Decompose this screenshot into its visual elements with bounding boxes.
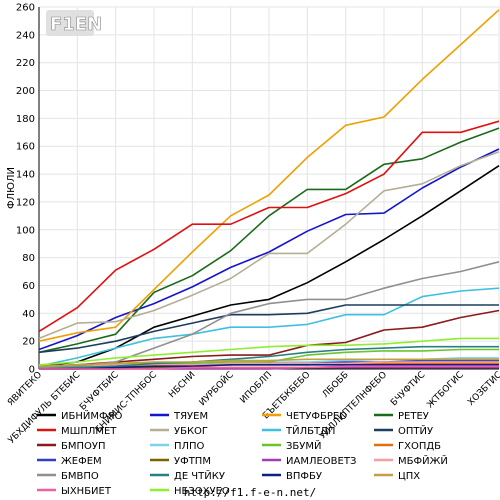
legend-label: ЗБУМЙ xyxy=(286,439,321,452)
legend-label: ПЛПО xyxy=(174,441,205,452)
legend-item: ЧЕТУФБРЕО xyxy=(262,411,347,422)
legend-item: ПЛПО xyxy=(150,441,205,452)
y-tick-label: 60 xyxy=(22,281,35,292)
y-tick-label: 200 xyxy=(16,86,35,97)
y-tick-label: 20 xyxy=(22,337,35,348)
legend-label: МШПЛМЕТ xyxy=(61,426,117,437)
y-tick-label: 260 xyxy=(16,3,35,14)
x-tick-label: НБСНИ xyxy=(167,370,197,400)
series-line xyxy=(38,9,500,342)
legend-label: ВПФБУ xyxy=(286,471,322,482)
legend-label: ДЕ ЧТЙКУ xyxy=(174,469,225,482)
legend-label: УБКОГ xyxy=(174,426,208,437)
x-tick-label: ИПОБЛП xyxy=(239,370,275,406)
legend-label: ЦПХ xyxy=(398,471,420,482)
y-tick-label: 40 xyxy=(22,309,35,320)
series-line xyxy=(38,148,500,351)
legend-label: НБЗОХУЕО xyxy=(174,486,230,497)
legend-label: ТЯУЕМ xyxy=(173,411,208,422)
legend-item: ЖЕФЕМ xyxy=(37,456,102,467)
legend-item: НБЗОХУЕО xyxy=(150,486,230,497)
y-tick-label: 0 xyxy=(29,365,35,376)
legend-item: ОПТЙУ xyxy=(374,424,433,437)
legend-item: ГХОПДБ xyxy=(374,441,441,452)
series-line xyxy=(38,127,500,354)
y-tick-label: 160 xyxy=(16,142,35,153)
series-line xyxy=(38,151,500,340)
legend-label: ГХОПДБ xyxy=(398,441,441,452)
series-line xyxy=(38,287,500,367)
y-tick-label: 240 xyxy=(16,30,35,41)
legend-label: ОПТЙУ xyxy=(398,424,433,437)
legend-item: ВПФБУ xyxy=(262,471,322,482)
x-tick-label: ЯВИТЕКО xyxy=(6,370,44,408)
series-line xyxy=(38,120,500,333)
series-line xyxy=(38,261,500,369)
legend-item: МШПЛМЕТ xyxy=(37,426,117,437)
series-line xyxy=(38,358,499,367)
series-line xyxy=(38,304,499,354)
x-tick-label: ЖТБОГИС xyxy=(426,370,466,410)
legend-label: БМВПО xyxy=(61,471,99,482)
x-tick-label: ЛБОББ xyxy=(321,370,351,400)
legend-item: РЕТЕУ xyxy=(374,411,429,422)
y-tick-label: 180 xyxy=(16,114,35,125)
series-line xyxy=(39,365,499,370)
x-tick-label: ИУРБОЙС xyxy=(196,369,236,409)
legend-item: БМВПО xyxy=(37,471,99,482)
legend-item: ИБНЙМФЯО xyxy=(37,409,123,422)
legend-item: ЫХНБИЕТ xyxy=(37,486,112,497)
series-line xyxy=(38,337,499,366)
series-lines xyxy=(38,9,500,370)
logo: F1EN xyxy=(46,10,102,36)
y-tick-label: 140 xyxy=(16,170,35,181)
legend-label: БМПОУП xyxy=(61,441,106,452)
legend-item: МБФЙЖЙ xyxy=(374,454,448,467)
series-line xyxy=(39,363,499,370)
legend-label: ИБНЙМФЯО xyxy=(61,409,123,422)
legend-label: ИАМЛЕОВЕТЗ xyxy=(286,456,356,467)
y-tick-label: 220 xyxy=(16,58,35,69)
logo-background xyxy=(46,10,94,36)
series-line xyxy=(38,345,499,370)
y-tick-label: 80 xyxy=(22,253,35,264)
series-line xyxy=(38,361,499,369)
x-tick-label: БЧУФТИС xyxy=(389,370,427,408)
legend-label: ТЙЛБТДП xyxy=(285,424,335,437)
y-tick-label: 120 xyxy=(16,197,35,208)
y-tick-label: 100 xyxy=(16,225,35,236)
y-axis-label: ФЛЮЛИ xyxy=(6,167,17,209)
legend-item: ТЯУЕМ xyxy=(150,411,208,422)
legend-item: УФТПМ xyxy=(150,456,211,467)
legend-item: ЦПХ xyxy=(374,471,420,482)
legend-label: РЕТЕУ xyxy=(398,411,429,422)
legend-label: ЫХНБИЕТ xyxy=(61,486,112,497)
logo-text: F1EN xyxy=(50,14,102,35)
legend-item: ДЕ ЧТЙКУ xyxy=(150,469,225,482)
x-tick-label: БЧУФТБИС xyxy=(78,370,121,413)
legend-item: БМПОУП xyxy=(37,441,106,452)
legend-label: ЧЕТУФБРЕО xyxy=(286,411,347,422)
footer-url: http://f1.f-e-n.net/ xyxy=(184,486,316,499)
legend-label: ЖЕФЕМ xyxy=(61,456,102,467)
legend-label: УФТПМ xyxy=(174,456,211,467)
legend-item: ИАМЛЕОВЕТЗ xyxy=(262,456,356,467)
legend-item: УБКОГ xyxy=(150,426,208,437)
x-tick-label: ХОЗБТИС xyxy=(466,370,500,408)
legend-label: МБФЙЖЙ xyxy=(398,454,448,467)
legend-item: ЗБУМЙ xyxy=(262,439,321,452)
legend-item: ТЙЛБТДП xyxy=(262,424,335,437)
